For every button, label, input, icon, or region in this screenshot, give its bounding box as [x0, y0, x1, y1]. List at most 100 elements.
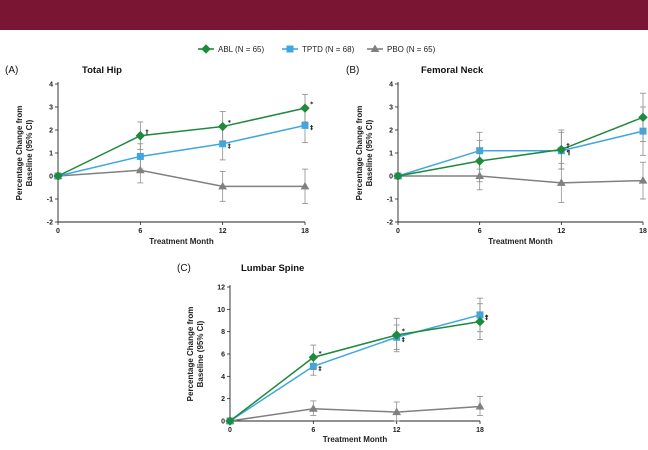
series-tptd: ‡ ‡ * — [226, 297, 489, 425]
significance-marker: ‡ — [310, 123, 314, 131]
y-axis-label: Percentage Change fromBaseline (95% CI) — [186, 307, 205, 402]
y-tick-label: 0 — [221, 419, 225, 426]
x-tick-label: 0 — [56, 228, 60, 235]
x-tick-label: 6 — [138, 228, 142, 235]
data-point — [392, 407, 402, 416]
significance-marker: ¶ — [566, 149, 570, 157]
y-tick-label: -1 — [387, 197, 393, 204]
data-point — [474, 156, 485, 166]
y-tick-label: 2 — [389, 128, 393, 135]
series-line — [229, 314, 481, 422]
legend: ABL (N = 65) TPTD (N = 68) PBO (N = 65) — [198, 44, 436, 54]
significance-marker: * — [228, 119, 232, 127]
significance-marker: * — [402, 327, 406, 335]
data-point — [475, 401, 485, 410]
series-abl: † — [393, 92, 648, 183]
legend-label: PBO (N = 65) — [387, 45, 436, 54]
header-banner — [0, 0, 648, 30]
x-tick-label: 0 — [396, 228, 400, 235]
y-axis-label-line: Baseline (95% CI) — [365, 119, 374, 186]
y-tick-label: 3 — [389, 105, 393, 112]
x-tick-label: 12 — [219, 228, 227, 235]
data-point — [225, 416, 235, 426]
x-tick-label: 6 — [311, 427, 315, 434]
series-tptd: ¶ — [394, 106, 647, 180]
data-point — [308, 352, 319, 363]
legend-item: ABL (N = 65) — [198, 44, 265, 54]
series-line — [57, 169, 305, 188]
y-tick-label: -2 — [387, 220, 393, 227]
panel-letter: (B) — [346, 65, 359, 76]
y-tick-label: 0 — [389, 174, 393, 181]
data-point — [638, 176, 648, 184]
y-axis-label-line: Percentage Change from — [186, 307, 195, 402]
y-tick-label: 8 — [221, 329, 225, 336]
data-point — [308, 404, 318, 412]
panel-letter: (C) — [177, 263, 191, 274]
significance-marker: * — [318, 349, 322, 357]
data-point — [556, 178, 566, 186]
significance-marker: † — [566, 142, 570, 150]
data-point — [301, 121, 309, 129]
y-tick-label: 3 — [49, 105, 53, 112]
y-axis-label-line: Baseline (95% CI) — [196, 320, 205, 387]
series-line — [229, 405, 481, 422]
chart-title: Total Hip — [82, 65, 122, 76]
chart-title: Femoral Neck — [421, 65, 484, 76]
legend-item: TPTD (N = 68) — [282, 45, 355, 54]
legend-marker — [286, 45, 294, 53]
series-tptd: ‡‡ — [54, 107, 314, 180]
legend-label: ABL (N = 65) — [218, 45, 265, 54]
series-line — [397, 116, 644, 177]
significance-marker: * — [310, 100, 314, 108]
data-point — [300, 181, 310, 190]
x-axis-label: Treatment Month — [323, 435, 388, 444]
y-tick-label: 0 — [49, 174, 53, 181]
legend-marker — [201, 44, 211, 54]
chart-title: Lumbar Spine — [241, 263, 304, 274]
series-pbo — [225, 396, 485, 424]
y-tick-label: 4 — [221, 374, 225, 381]
y-axis-label: Percentage Change fromBaseline (95% CI) — [355, 106, 374, 201]
y-tick-label: 1 — [389, 151, 393, 158]
x-axis-label: Treatment Month — [488, 237, 553, 246]
y-axis-label-line: Percentage Change from — [355, 106, 364, 201]
data-point — [135, 131, 146, 141]
series-line — [229, 320, 481, 422]
series-pbo — [393, 161, 648, 203]
series-line — [397, 130, 644, 177]
x-tick-label: 12 — [393, 427, 401, 434]
y-tick-label: 1 — [49, 151, 53, 158]
panel-letter: (A) — [5, 65, 18, 76]
x-tick-label: 0 — [228, 427, 232, 434]
y-axis-label-line: Percentage Change from — [15, 106, 24, 201]
series-abl: † * * — [53, 93, 314, 181]
significance-marker: † — [145, 128, 149, 136]
y-tick-label: 4 — [49, 82, 53, 89]
series-pbo — [53, 157, 310, 205]
y-tick-label: 12 — [217, 285, 225, 292]
y-tick-label: 4 — [389, 82, 393, 89]
x-tick-label: 12 — [557, 228, 565, 235]
legend-marker — [370, 44, 380, 52]
y-tick-label: 2 — [221, 396, 225, 403]
significance-marker: ‡ — [228, 142, 232, 150]
x-tick-label: 18 — [301, 228, 309, 235]
x-tick-label: 18 — [476, 427, 484, 434]
data-point — [53, 171, 63, 181]
series-line — [57, 124, 306, 177]
data-point — [556, 144, 567, 155]
significance-marker: ‡ — [485, 314, 489, 322]
legend-label: TPTD (N = 68) — [302, 45, 355, 54]
x-axis-label: Treatment Month — [149, 237, 214, 246]
significance-marker: ‡ — [318, 364, 322, 372]
data-point — [135, 165, 145, 174]
data-point — [300, 103, 310, 113]
x-tick-label: 6 — [478, 228, 482, 235]
data-point — [391, 330, 402, 340]
series-line — [398, 175, 644, 184]
y-tick-label: 2 — [49, 128, 53, 135]
series-line — [57, 107, 306, 177]
